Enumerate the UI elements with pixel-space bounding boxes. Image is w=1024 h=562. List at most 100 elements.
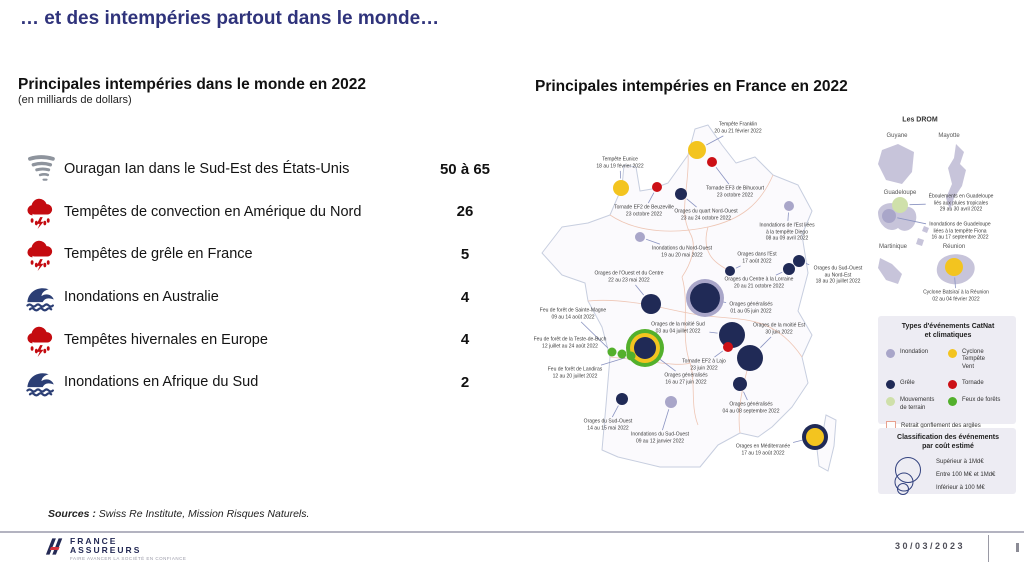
wave-icon bbox=[18, 365, 64, 399]
map-line-landiras bbox=[600, 357, 626, 366]
legend-types-title-2: et climatiques bbox=[924, 331, 972, 339]
page-number-mark bbox=[1016, 543, 1019, 552]
legend-cost-panel: Classification des événements par coût e… bbox=[878, 428, 1016, 495]
map-line-beuzeville bbox=[647, 192, 655, 204]
legend-item-label: Inondation bbox=[900, 348, 929, 355]
legend-dot-feux bbox=[948, 396, 957, 406]
map-label-landiras: Feu de forêt de Landiras 12 au 20 juillet… bbox=[547, 366, 603, 380]
martinique-shape bbox=[878, 258, 902, 284]
world-event-label: Tempêtes hivernales en Europe bbox=[64, 331, 268, 348]
map-label-generalises-sept: Orages généralisés 04 au 08 septembre 202… bbox=[722, 401, 780, 415]
sources-label: Sources : bbox=[48, 508, 96, 520]
map-label-moitie-sud: Orages de la moitié Sud 03 au 04 juillet … bbox=[651, 321, 705, 335]
world-event-value: 2 bbox=[460, 373, 470, 391]
drom-panel: Les DROM Guyane Mayotte Guadeloupe Martiniq… bbox=[868, 106, 1020, 318]
island-name-guadeloupe: Guadeloupe bbox=[883, 190, 917, 196]
map-marker-franklin bbox=[688, 141, 706, 159]
logo-line-2: ASSUREURS bbox=[70, 544, 142, 555]
legend-item-cyclone: Cyclone Tempête Vent bbox=[948, 348, 1010, 372]
map-marker-ouest-centre bbox=[641, 294, 661, 314]
island-name-martinique: Martinique bbox=[878, 244, 908, 250]
map-line-sainte-magne bbox=[580, 321, 608, 349]
cost-class-label: Entre 100 M€ et 1Md€ bbox=[936, 472, 996, 478]
map-marker-sainte-magne bbox=[607, 347, 617, 357]
legend-item-label: Tornade bbox=[962, 379, 984, 386]
map-marker-quart-nord-ouest bbox=[675, 188, 687, 200]
drom-label-eboulements-guadeloupe: Éboulements en Guadeloupe liés aux pluies… bbox=[928, 193, 994, 213]
island-name-guyane: Guyane bbox=[886, 133, 908, 139]
map-line-bihucourt bbox=[715, 166, 730, 185]
map-marker-generalises-sept bbox=[733, 377, 747, 391]
map-marker-inondations-nord-ouest bbox=[635, 232, 645, 242]
cost-circles-icon bbox=[894, 456, 921, 495]
storm-icon bbox=[18, 195, 64, 229]
legend-dot-cyclone bbox=[948, 348, 957, 358]
map-marker-diego bbox=[784, 201, 794, 211]
drom-line-eboulements-guadeloupe bbox=[909, 203, 926, 206]
legend-item-tornade: Tornade bbox=[948, 379, 1010, 389]
drom-marker-fiona-guadeloupe bbox=[882, 209, 896, 223]
map-marker-sud-ouest-mai bbox=[616, 393, 628, 405]
legend-item-feux: Feux de forêts bbox=[948, 396, 1010, 413]
world-event-label: Inondations en Afrique du Sud bbox=[64, 374, 259, 391]
map-label-mediterranee: Orages en Méditerranée 17 au 19 août 2022 bbox=[735, 443, 791, 457]
legend-item-label: Feux de forêts bbox=[962, 396, 1001, 403]
world-event-value: 4 bbox=[460, 288, 470, 306]
legend-types-grid: Inondation Cyclone Tempête Vent Grêle Tornade… bbox=[886, 348, 1010, 413]
page-title: … et des intempéries partout dans le mon… bbox=[20, 8, 440, 29]
wave-icon bbox=[18, 280, 64, 314]
drom-line-batsirai-reunion bbox=[954, 277, 956, 289]
map-marker-moitie-est bbox=[737, 345, 763, 371]
world-section-subtitle: (en milliards de dollars) bbox=[18, 94, 132, 106]
world-event-value: 50 à 65 bbox=[439, 160, 491, 178]
legend-item-inondation: Inondation bbox=[886, 348, 948, 372]
storm-icon bbox=[18, 237, 64, 272]
map-label-moitie-est: Orages de la moitié Est 30 juin 2022 bbox=[753, 322, 805, 336]
map-marker-generalises-juin bbox=[690, 283, 720, 313]
cost-class-label: Supérieur à 1Md€ bbox=[936, 459, 984, 465]
logo-text: FRANCE ASSUREURS FAIRE AVANCER LA SOCIÉT… bbox=[70, 537, 186, 562]
map-label-lajo: Tornade EF2 à Lajo 23 juin 2022 bbox=[682, 358, 726, 372]
drom-label-batsirai-reunion: Cyclone Batsiraï à la Réunion 02 au 04 fé… bbox=[923, 289, 989, 303]
cost-class-list: Supérieur à 1Md€ Entre 100 M€ et 1Md€ Infé… bbox=[936, 456, 995, 498]
logo-line-1: FRANCE bbox=[70, 536, 118, 546]
logo-mark-icon bbox=[45, 538, 63, 555]
map-line-est-aout bbox=[735, 265, 741, 269]
world-event-label: Ouragan Ian dans le Sud-Est des États-Un… bbox=[64, 161, 350, 178]
map-marker-landiras bbox=[626, 351, 636, 361]
cost-class-label: Inférieur à 100 M€ bbox=[936, 485, 985, 491]
map-label-quart-nord-ouest: Orages du quart Nord-Ouest 23 au 24 octob… bbox=[674, 208, 738, 222]
map-label-sainte-magne: Feu de forêt de Sainte-Magne 09 au 14 aoû… bbox=[539, 307, 607, 321]
drom-marker-eboulements-guadeloupe bbox=[892, 197, 908, 213]
legend-item-label: Mouvements de terrain bbox=[900, 396, 935, 411]
map-line-diego bbox=[787, 212, 789, 221]
world-event-label: Tempêtes de grêle en France bbox=[64, 246, 253, 263]
guyane-shape bbox=[878, 144, 914, 184]
map-marker-beuzeville bbox=[652, 182, 662, 192]
map-label-inondations-sud-ouest: Inondations du Sud-Ouest 09 au 12 janvier… bbox=[630, 431, 690, 445]
map-line-ouest-centre bbox=[635, 284, 645, 296]
world-event-row: Tempêtes hivernales en Europe 4 bbox=[18, 318, 496, 361]
map-label-est-aout: Orages dans l'Est 17 août 2022 bbox=[737, 251, 777, 265]
map-label-teste-de-buch: Feu de forêt de la Teste-de-Buch 12 juill… bbox=[533, 336, 607, 350]
world-section-title: Principales intempéries dans le monde en… bbox=[18, 76, 367, 93]
footer-vertical-divider bbox=[988, 535, 989, 562]
drom-label-fiona-guadeloupe: Inondations de Guadeloupe liées à la temp… bbox=[929, 221, 991, 241]
map-label-sud-ouest-nord-est: Orages du Sud-Ouest au Nord-Est 18 au 20 j… bbox=[813, 265, 863, 285]
world-event-value: 26 bbox=[456, 203, 474, 221]
map-marker-bihucourt bbox=[707, 157, 717, 167]
map-line-sud-ouest-nord-est bbox=[805, 263, 810, 266]
map-label-ouest-centre: Orages de l'Ouest et du Centre 22 au 23 m… bbox=[594, 270, 664, 284]
map-pointer-lines bbox=[580, 135, 810, 443]
map-marker-teste-de-buch bbox=[617, 349, 627, 359]
logo-tagline: FAIRE AVANCER LA SOCIÉTÉ EN CONFIANCE bbox=[70, 555, 187, 561]
legend-item-label: Cyclone Tempête Vent bbox=[962, 348, 986, 371]
map-line-generalises-sept bbox=[743, 391, 748, 401]
legend-item-label: Grêle bbox=[900, 379, 915, 386]
legend-dot-inondation bbox=[886, 348, 895, 358]
map-line-lajo bbox=[714, 350, 724, 358]
drom-pointer-lines bbox=[897, 203, 956, 289]
map-line-franklin bbox=[706, 135, 724, 146]
map-line-inondations-nord-ouest bbox=[645, 238, 661, 245]
legend-cost-body: Supérieur à 1Md€ Entre 100 M€ et 1Md€ Infé… bbox=[886, 456, 1010, 498]
